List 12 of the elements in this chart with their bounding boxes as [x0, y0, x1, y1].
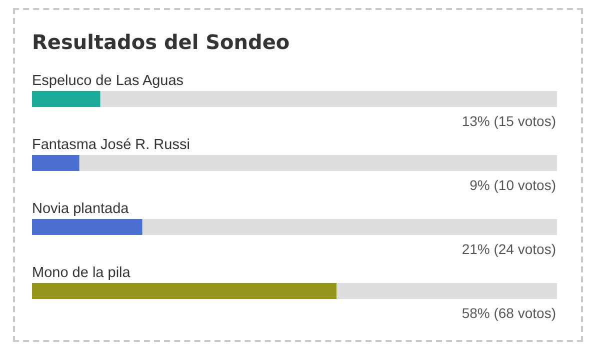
y-tick-label: Novia plantada — [32, 201, 130, 217]
chart-title: Resultados del Sondeo — [32, 30, 290, 54]
data-label: 13% (15 votos) — [462, 113, 556, 129]
data-label: 21% (24 votos) — [462, 241, 556, 257]
bar — [32, 219, 142, 235]
y-tick-label: Espeluco de Las Aguas — [32, 73, 184, 89]
data-label: 9% (10 votos) — [470, 177, 556, 193]
y-tick-label: Fantasma José R. Russi — [32, 137, 190, 153]
data-label: 58% (68 votos) — [462, 305, 556, 321]
bar — [32, 91, 100, 107]
bar — [32, 155, 80, 171]
y-tick-label: Mono de la pila — [32, 265, 132, 281]
